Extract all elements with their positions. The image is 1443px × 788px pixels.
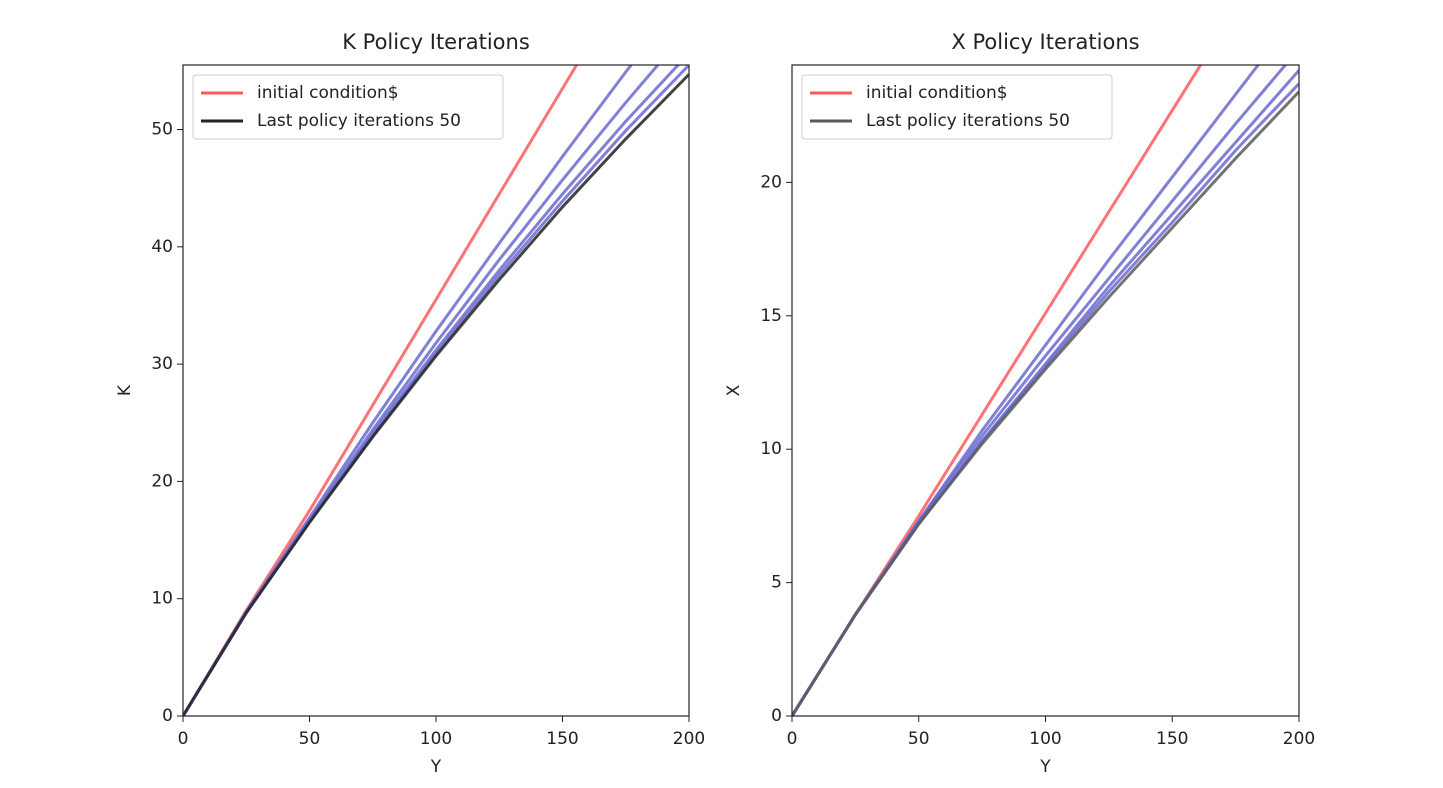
chart-title: X Policy Iterations <box>951 30 1139 54</box>
x-tick-label: 50 <box>299 729 321 749</box>
x-tick-label: 50 <box>908 729 930 749</box>
plot-area <box>183 65 689 716</box>
x-tick-label: 0 <box>787 729 798 749</box>
series-line <box>183 73 689 716</box>
y-tick-label: 30 <box>151 354 173 374</box>
legend-label: initial condition$ <box>866 83 1008 103</box>
x-tick-label: 150 <box>1156 729 1188 749</box>
plot-area <box>792 65 1299 716</box>
legend-box <box>801 74 1113 140</box>
x-axis-label: Y <box>1039 757 1051 777</box>
y-tick-label: 20 <box>760 172 782 192</box>
subplot: K Policy Iterations Y K 0 50 100 150 200 0 10 20 30… <box>115 30 705 777</box>
subplot: X Policy Iterations Y X 0 50 100 150 200 0 5 10 15 2… <box>724 30 1315 777</box>
series-line <box>792 82 1299 716</box>
x-tick-label: 200 <box>673 729 705 749</box>
series-line <box>792 69 1299 716</box>
axes-frame <box>182 64 690 717</box>
series-line <box>792 90 1299 716</box>
legend-label: Last policy iterations 50 <box>866 111 1070 131</box>
x-tick-label: 0 <box>178 729 189 749</box>
series-line <box>183 65 579 716</box>
x-tick-label: 100 <box>1029 729 1061 749</box>
y-tick-label: 15 <box>760 306 782 326</box>
y-tick-label: 10 <box>760 439 782 459</box>
axes-frame <box>791 64 1300 717</box>
y-tick-label: 10 <box>151 589 173 609</box>
y-axis-label: X <box>724 384 744 396</box>
y-tick-label: 0 <box>771 706 782 726</box>
x-tick-label: 150 <box>546 729 578 749</box>
legend-label: initial condition$ <box>257 83 399 103</box>
y-tick-label: 50 <box>151 120 173 140</box>
x-tick-label: 100 <box>420 729 452 749</box>
series-line <box>183 65 689 716</box>
legend-label: Last policy iterations 50 <box>257 111 461 131</box>
x-tick-label: 200 <box>1283 729 1315 749</box>
y-tick-label: 20 <box>151 471 173 491</box>
y-tick-label: 5 <box>771 573 782 593</box>
legend-box <box>192 74 504 140</box>
chart-title: K Policy Iterations <box>342 30 530 54</box>
y-axis-label: K <box>115 384 135 396</box>
x-axis-label: Y <box>430 757 442 777</box>
series-line <box>792 65 1288 716</box>
y-tick-label: 0 <box>162 706 173 726</box>
y-tick-label: 40 <box>151 237 173 257</box>
